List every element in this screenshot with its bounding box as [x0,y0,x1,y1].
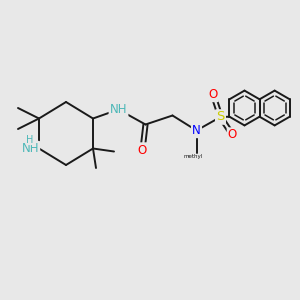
Text: H: H [26,135,34,145]
Text: NH: NH [22,142,39,155]
Text: N: N [192,124,201,137]
Text: O: O [228,128,237,142]
Text: S: S [216,110,225,124]
Text: methyl: methyl [184,154,203,160]
Text: O: O [208,88,217,101]
Text: O: O [138,143,147,157]
Text: NH: NH [110,103,127,116]
